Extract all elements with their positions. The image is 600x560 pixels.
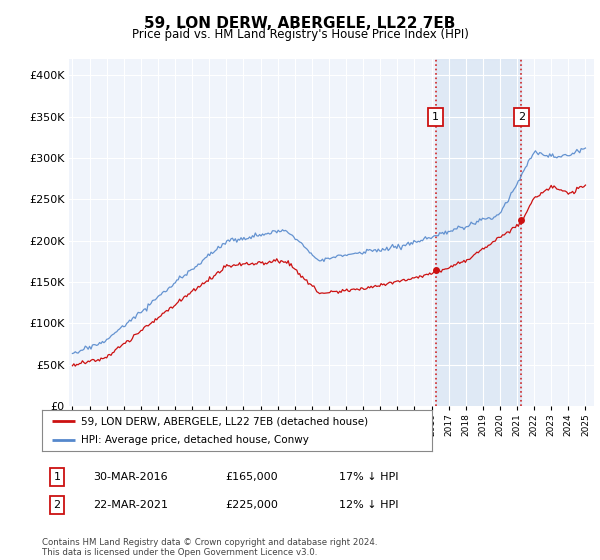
Text: HPI: Average price, detached house, Conwy: HPI: Average price, detached house, Conw… bbox=[81, 435, 309, 445]
Text: 59, LON DERW, ABERGELE, LL22 7EB: 59, LON DERW, ABERGELE, LL22 7EB bbox=[145, 16, 455, 31]
Text: 30-MAR-2016: 30-MAR-2016 bbox=[93, 472, 167, 482]
Text: Contains HM Land Registry data © Crown copyright and database right 2024.
This d: Contains HM Land Registry data © Crown c… bbox=[42, 538, 377, 557]
Text: 12% ↓ HPI: 12% ↓ HPI bbox=[339, 500, 398, 510]
Text: 1: 1 bbox=[433, 111, 439, 122]
Text: £165,000: £165,000 bbox=[225, 472, 278, 482]
Text: £225,000: £225,000 bbox=[225, 500, 278, 510]
Text: 2: 2 bbox=[518, 111, 525, 122]
Text: Price paid vs. HM Land Registry's House Price Index (HPI): Price paid vs. HM Land Registry's House … bbox=[131, 28, 469, 41]
Text: 22-MAR-2021: 22-MAR-2021 bbox=[93, 500, 168, 510]
Text: 1: 1 bbox=[53, 472, 61, 482]
Bar bbox=[436, 59, 521, 406]
Text: 2: 2 bbox=[53, 500, 61, 510]
Text: 17% ↓ HPI: 17% ↓ HPI bbox=[339, 472, 398, 482]
Text: 59, LON DERW, ABERGELE, LL22 7EB (detached house): 59, LON DERW, ABERGELE, LL22 7EB (detach… bbox=[81, 417, 368, 426]
